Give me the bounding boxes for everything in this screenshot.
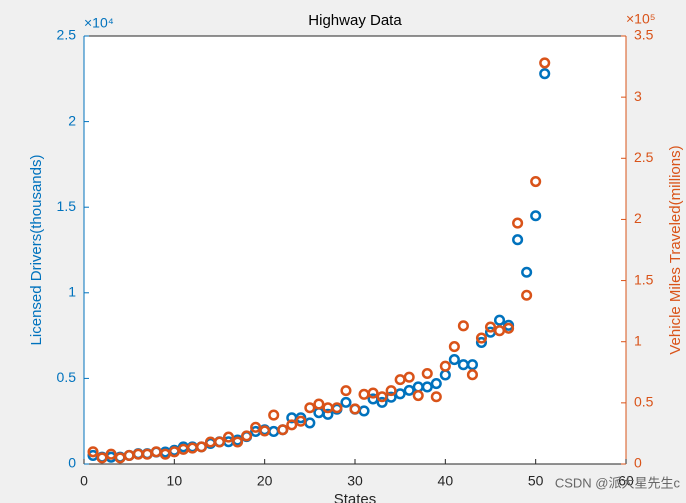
data-point xyxy=(304,402,316,414)
data-point xyxy=(105,448,117,460)
x-tick-label: 30 xyxy=(347,473,363,489)
data-point xyxy=(493,314,506,326)
data-point xyxy=(295,415,307,427)
x-tick-label: 40 xyxy=(438,473,454,489)
y2-tick-label: 3.5 xyxy=(634,27,654,43)
data-point xyxy=(213,436,226,448)
y-tick-label: 2.5 xyxy=(57,27,77,43)
y2-tick-label: 1.5 xyxy=(634,271,654,287)
data-point xyxy=(96,452,108,464)
y2-tick-label: 0.5 xyxy=(634,394,654,410)
data-point xyxy=(349,403,361,415)
data-point xyxy=(539,68,551,80)
data-point xyxy=(475,332,488,344)
data-point xyxy=(484,321,497,333)
x-axis-label: States xyxy=(334,491,377,503)
data-point xyxy=(530,210,542,222)
data-point xyxy=(421,381,433,393)
data-point xyxy=(286,419,298,431)
data-point xyxy=(250,421,262,433)
y-tick-label: 1 xyxy=(68,284,76,300)
data-point xyxy=(268,409,280,421)
data-point xyxy=(222,431,235,443)
data-point xyxy=(403,384,415,396)
data-point xyxy=(367,387,379,399)
x-tick-label: 10 xyxy=(167,473,183,489)
data-point xyxy=(503,322,515,334)
data-point xyxy=(277,424,289,436)
data-point xyxy=(539,57,551,69)
y-tick-label: 0 xyxy=(68,455,76,471)
x-tick-label: 50 xyxy=(528,473,544,489)
data-point xyxy=(448,354,460,366)
data-point xyxy=(340,385,352,397)
data-point xyxy=(376,391,388,403)
data-point xyxy=(412,389,424,402)
y2-axis-label: Vehicle Miles Traveled(millions) xyxy=(667,145,684,354)
y-tick-label: 2 xyxy=(68,112,76,128)
data-point xyxy=(403,371,415,383)
data-point xyxy=(340,396,352,408)
data-point xyxy=(421,367,433,380)
data-point xyxy=(87,446,99,458)
y2-tick-label: 3 xyxy=(634,88,642,104)
data-point xyxy=(331,402,343,414)
data-point xyxy=(457,320,469,332)
data-point xyxy=(512,217,524,229)
data-point xyxy=(430,377,442,390)
data-point xyxy=(530,175,542,188)
plot-area xyxy=(84,36,626,464)
data-point xyxy=(475,336,488,348)
y-tick-label: 1.5 xyxy=(57,198,77,214)
data-point xyxy=(195,441,207,453)
chart-title: Highway Data xyxy=(308,12,402,29)
data-point xyxy=(313,398,325,410)
data-point xyxy=(259,425,271,437)
data-point xyxy=(466,359,478,371)
y-exponent: ×10⁴ xyxy=(84,15,114,31)
data-point xyxy=(430,391,442,403)
y2-tick-label: 1 xyxy=(634,332,642,348)
data-point xyxy=(394,388,406,400)
data-point xyxy=(521,289,533,301)
data-point xyxy=(232,436,244,448)
data-point xyxy=(376,396,388,408)
x-tick-label: 0 xyxy=(80,473,88,489)
x-tick-label: 20 xyxy=(257,473,273,489)
data-point xyxy=(322,408,334,420)
y-tick-label: 0.5 xyxy=(57,369,77,385)
data-point xyxy=(385,385,397,397)
data-point xyxy=(241,430,253,442)
data-point xyxy=(512,234,524,246)
data-point xyxy=(521,266,533,278)
y2-tick-label: 2 xyxy=(634,210,642,226)
y2-exponent: ×10⁵ xyxy=(626,11,656,27)
y2-tick-label: 2.5 xyxy=(634,149,654,165)
data-point xyxy=(466,369,478,381)
y-axis-label: Licensed Drivers(thousands) xyxy=(28,155,45,346)
x-tick-label: 60 xyxy=(618,473,634,489)
watermark: CSDN @派大星先生c xyxy=(555,475,681,490)
data-point xyxy=(448,341,460,353)
data-point xyxy=(439,360,451,372)
y2-tick-label: 0 xyxy=(634,455,642,471)
